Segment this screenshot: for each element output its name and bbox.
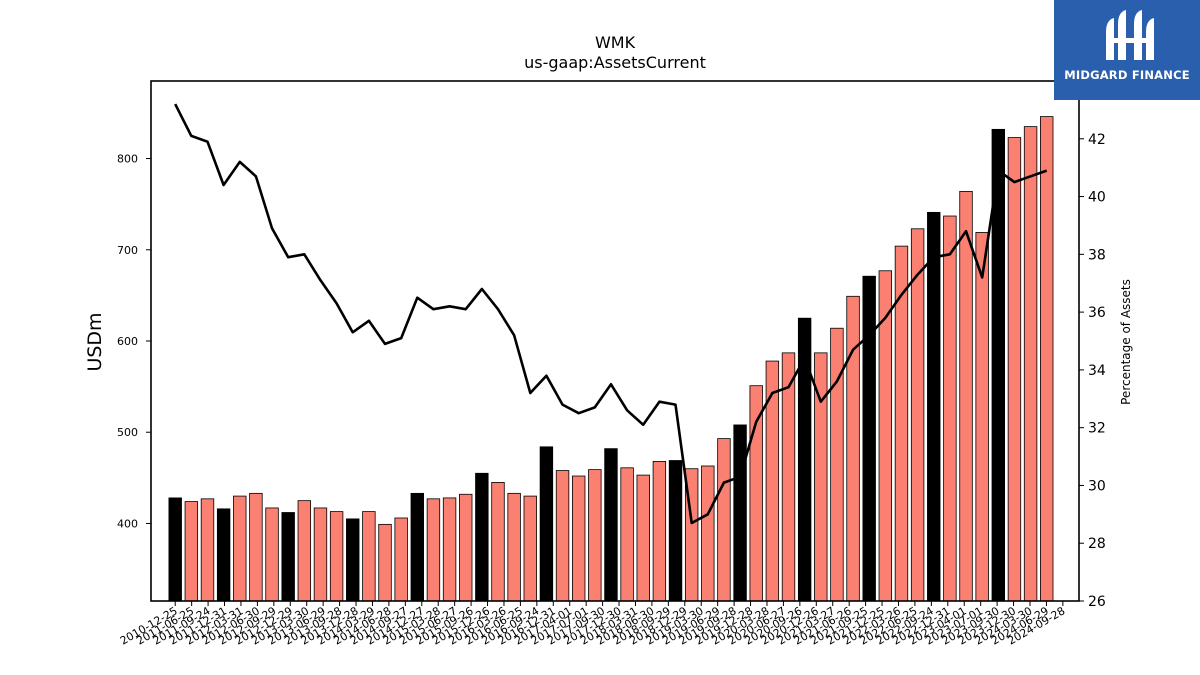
bar — [830, 327, 844, 602]
bar — [1040, 116, 1054, 602]
x-ticks-group: 2010-12-252011-06-252011-09-242011-12-31… — [118, 601, 1067, 648]
bar — [846, 295, 860, 602]
bar — [362, 511, 376, 602]
bar — [410, 492, 424, 602]
bar — [636, 474, 650, 602]
bar — [265, 507, 279, 602]
bar — [281, 512, 295, 602]
bar — [346, 518, 360, 602]
bar — [571, 475, 586, 602]
midgard-finance-logo: MIDGARD FINANCE — [1054, 0, 1200, 100]
bar — [943, 215, 957, 602]
bar — [604, 448, 618, 602]
y-right-tick-label: 36 — [1088, 305, 1106, 321]
bar — [426, 498, 441, 602]
y-right-tick-label: 34 — [1088, 363, 1106, 379]
bar — [168, 497, 182, 602]
chart-subtitle: us-gaap:AssetsCurrent — [524, 53, 706, 72]
bar — [701, 465, 715, 602]
y-axis-left-label: USDm — [84, 312, 106, 371]
y-right-tick-label: 28 — [1088, 536, 1106, 552]
bar — [878, 270, 893, 602]
bar — [216, 508, 231, 602]
logo-text: MIDGARD FINANCE — [1064, 68, 1190, 82]
bar — [717, 438, 731, 602]
bar — [668, 460, 683, 602]
bar — [297, 500, 312, 602]
bar — [184, 501, 199, 602]
bar — [1023, 126, 1038, 602]
bar — [329, 511, 344, 602]
bar — [959, 190, 973, 602]
bars-group — [168, 116, 1054, 602]
bar — [588, 469, 602, 602]
bar — [749, 385, 763, 602]
chart-title: WMK — [595, 33, 636, 52]
y-left-tick-label: 400 — [117, 517, 138, 530]
bar — [975, 232, 989, 602]
bar — [862, 275, 876, 602]
bar — [555, 470, 570, 602]
y-right-tick-label: 38 — [1088, 247, 1106, 263]
line-group — [174, 103, 1048, 525]
y-left-tick-label: 800 — [117, 153, 138, 166]
bar — [927, 211, 941, 602]
y-right-tick-label: 26 — [1088, 594, 1106, 610]
bar — [200, 498, 215, 602]
bar — [249, 492, 263, 602]
y-right-tick-label: 32 — [1088, 421, 1106, 437]
bar — [394, 517, 408, 602]
bar — [491, 482, 505, 602]
y-right-tick-label: 42 — [1088, 132, 1106, 148]
y-left-tick-label: 600 — [117, 335, 138, 348]
bar — [620, 467, 634, 602]
y-right-tick-label: 30 — [1088, 478, 1106, 494]
bar — [539, 446, 554, 602]
bar — [652, 461, 667, 602]
bar — [233, 495, 247, 602]
axes-group: 400 500 600 700 800 26 28 30 32 34 36 38 40 42 — [117, 80, 1106, 610]
logo-mark-icon — [1106, 10, 1154, 60]
bar — [507, 492, 521, 602]
bar — [733, 424, 747, 602]
bar — [378, 523, 392, 602]
y-left-tick-label: 500 — [117, 426, 138, 439]
percentage-line — [174, 103, 1048, 525]
bar — [1007, 137, 1022, 602]
y-right-tick-label: 40 — [1088, 190, 1106, 206]
bar — [475, 472, 489, 602]
y-axis-right-label: Percentage of Assets — [1119, 279, 1133, 405]
y-left-tick-label: 700 — [117, 244, 138, 257]
bar — [765, 360, 780, 602]
bar — [459, 493, 473, 602]
bar — [910, 228, 925, 602]
bar — [442, 497, 457, 602]
bar — [523, 495, 537, 602]
bar — [313, 507, 328, 602]
